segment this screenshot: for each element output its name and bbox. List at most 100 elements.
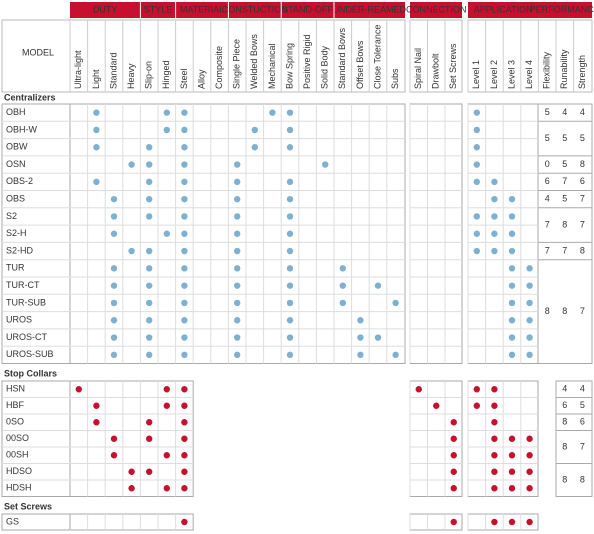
dot — [526, 265, 533, 272]
perf-value: 6 — [545, 176, 550, 186]
dot — [473, 213, 480, 220]
dot — [491, 195, 498, 203]
group-label: MATERIAL — [180, 4, 224, 14]
dot — [508, 334, 516, 341]
dot — [508, 299, 516, 307]
perf-value: 8 — [580, 159, 585, 169]
dot — [181, 126, 188, 134]
group-label: UNDER-REAMED — [332, 4, 406, 14]
column-label: Heavy — [126, 63, 136, 89]
dot — [526, 435, 533, 442]
perf-value: 7 — [545, 219, 550, 229]
dot — [526, 334, 533, 341]
dot — [508, 468, 516, 475]
dot — [473, 144, 480, 151]
dot — [146, 178, 153, 186]
dot — [473, 230, 480, 237]
dot — [110, 435, 118, 442]
section-title: Centralizers — [4, 92, 56, 102]
dot — [450, 485, 457, 492]
dot — [110, 213, 118, 220]
model-name: 00SO — [6, 433, 29, 443]
dot — [146, 419, 153, 426]
model-name: OBH-W — [6, 124, 38, 134]
dot — [286, 282, 294, 289]
column-label: Alloy — [196, 69, 206, 89]
dot — [508, 351, 516, 359]
column-label: Light — [91, 69, 101, 89]
dot — [251, 144, 258, 151]
dot — [286, 247, 294, 255]
model-name: UROS-SUB — [6, 349, 54, 359]
column-label: Level 1 — [471, 60, 481, 89]
group-label: APPLICATION — [474, 4, 533, 14]
dot — [526, 468, 533, 475]
model-name: GS — [6, 516, 19, 526]
model-name: 0SO — [6, 417, 24, 427]
dot — [450, 468, 457, 475]
model-name: OBS — [6, 194, 25, 204]
dot — [473, 161, 480, 168]
dot — [234, 282, 241, 289]
dot — [491, 247, 498, 255]
dot — [93, 419, 100, 426]
dot — [163, 485, 170, 492]
dot — [110, 317, 118, 324]
column-label: Slip-on — [144, 61, 154, 89]
model-name: TUR — [6, 263, 25, 273]
dot — [491, 386, 498, 393]
dot — [392, 299, 399, 307]
dot — [491, 485, 498, 492]
dot — [146, 195, 153, 203]
group-label: PERFORMANCE — [530, 4, 594, 14]
dot — [526, 452, 533, 459]
dot — [473, 386, 480, 393]
dot — [526, 317, 533, 324]
dot — [357, 351, 364, 359]
dot — [473, 178, 480, 186]
dot — [508, 452, 516, 459]
perf-value: 7 — [545, 245, 550, 255]
dot — [491, 419, 498, 426]
dot — [234, 195, 241, 203]
perf-value: 8 — [580, 474, 585, 484]
section-box — [1, 380, 194, 497]
dot — [128, 468, 135, 475]
column-label: Level 4 — [524, 60, 534, 89]
dot — [181, 386, 188, 393]
dot — [146, 247, 153, 255]
model-name: S2-HD — [6, 245, 34, 255]
perf-value: 4 — [580, 384, 585, 394]
dot — [491, 468, 498, 475]
perf-value: 5 — [545, 133, 550, 143]
column-label: Spiral Nail — [413, 48, 423, 89]
dot — [374, 282, 382, 289]
dot — [93, 144, 100, 151]
dot — [75, 386, 83, 393]
section-box — [409, 103, 463, 364]
dot — [181, 265, 188, 272]
perf-value: 7 — [580, 194, 585, 204]
column-label: Standard Bows — [337, 27, 347, 89]
header-box — [1, 19, 406, 93]
dot — [234, 317, 241, 324]
dot — [146, 334, 153, 341]
dot — [473, 109, 480, 116]
dot — [181, 419, 188, 426]
column-label: Single Piece — [232, 39, 242, 89]
section-title: Set Screws — [4, 501, 52, 511]
dot — [181, 518, 188, 526]
perf-value: 8 — [562, 306, 567, 316]
dot — [286, 109, 294, 116]
dot — [234, 351, 241, 359]
model-name: OBW — [6, 142, 28, 152]
column-label: Mechanical — [267, 43, 277, 89]
dot — [110, 265, 118, 272]
dot — [163, 402, 170, 409]
dot — [146, 282, 153, 289]
header-band — [468, 2, 592, 18]
dot — [146, 317, 153, 324]
perf-value: 7 — [562, 176, 567, 186]
dot — [181, 161, 188, 168]
dot — [322, 161, 329, 168]
